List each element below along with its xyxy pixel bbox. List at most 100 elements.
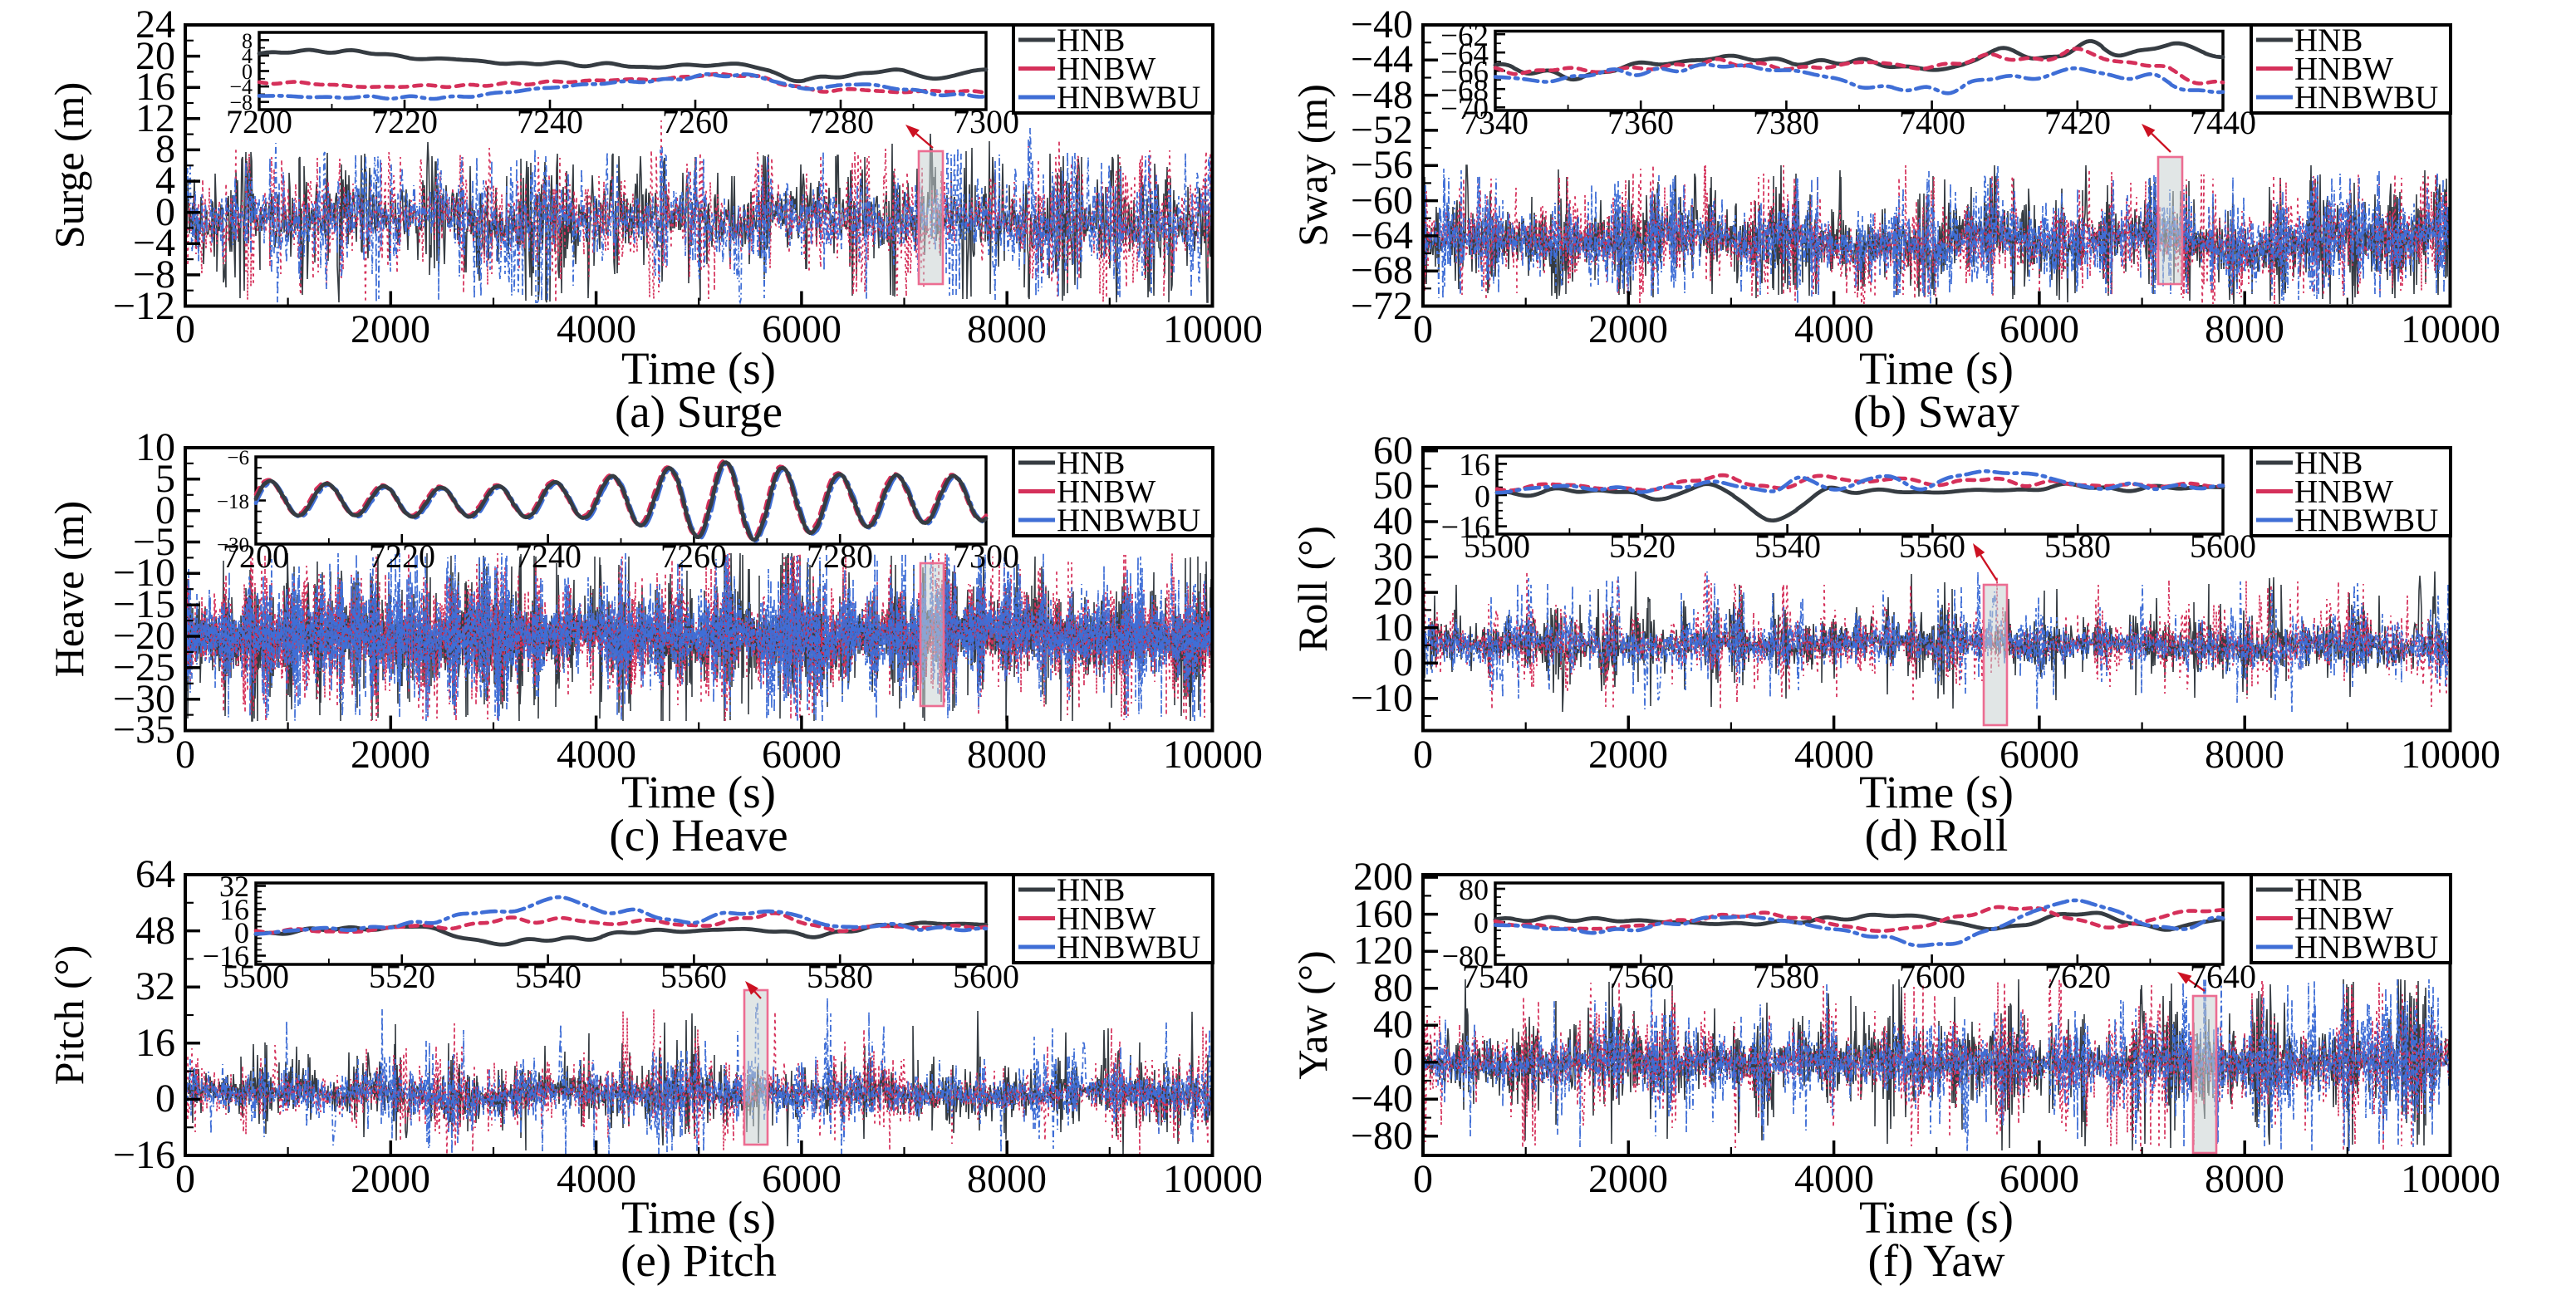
svg-text:10000: 10000 <box>2401 733 2500 777</box>
svg-text:HNB: HNB <box>1057 872 1125 908</box>
svg-text:6000: 6000 <box>1999 307 2079 351</box>
svg-text:4000: 4000 <box>1794 733 1874 777</box>
svg-text:7220: 7220 <box>369 537 435 575</box>
svg-text:6000: 6000 <box>1999 733 2079 777</box>
svg-text:0: 0 <box>242 60 253 84</box>
svg-text:4000: 4000 <box>1794 307 1874 351</box>
svg-text:5600: 5600 <box>2190 527 2256 565</box>
svg-text:7260: 7260 <box>660 537 727 575</box>
svg-text:50: 50 <box>1373 464 1413 508</box>
svg-text:60: 60 <box>1373 429 1413 473</box>
svg-text:2000: 2000 <box>1588 307 1668 351</box>
svg-text:8000: 8000 <box>967 733 1047 777</box>
svg-text:7280: 7280 <box>807 537 873 575</box>
svg-text:0: 0 <box>1393 640 1413 684</box>
svg-text:−20: −20 <box>113 614 175 658</box>
svg-text:−10: −10 <box>1351 676 1413 720</box>
svg-text:Time (s): Time (s) <box>1859 767 2014 817</box>
svg-text:−60: −60 <box>1351 179 1413 223</box>
svg-text:−4: −4 <box>133 221 175 265</box>
svg-text:7440: 7440 <box>2190 104 2256 141</box>
svg-text:160: 160 <box>1353 892 1413 936</box>
svg-text:HNBWBU: HNBWBU <box>2294 929 2438 965</box>
svg-text:0: 0 <box>1474 479 1490 514</box>
svg-text:5520: 5520 <box>369 958 435 995</box>
svg-text:40: 40 <box>1373 499 1413 543</box>
svg-text:7640: 7640 <box>2190 958 2256 995</box>
svg-text:4000: 4000 <box>1794 1157 1874 1201</box>
svg-text:5520: 5520 <box>1609 527 1676 565</box>
svg-text:5: 5 <box>155 457 175 501</box>
svg-text:0: 0 <box>1413 1157 1433 1201</box>
svg-text:7600: 7600 <box>1899 958 1965 995</box>
svg-text:7300: 7300 <box>953 103 1019 140</box>
svg-text:5600: 5600 <box>953 958 1019 995</box>
svg-text:200: 200 <box>1353 855 1413 899</box>
svg-text:Time (s): Time (s) <box>1859 1192 2014 1243</box>
svg-text:10000: 10000 <box>1163 307 1263 351</box>
svg-text:−5: −5 <box>133 520 175 564</box>
svg-text:Time (s): Time (s) <box>621 767 776 817</box>
svg-text:10000: 10000 <box>1163 1157 1263 1201</box>
svg-text:48: 48 <box>135 909 175 953</box>
svg-text:5500: 5500 <box>223 958 289 995</box>
svg-text:(f) Yaw: (f) Yaw <box>1868 1235 2005 1286</box>
svg-text:(d) Roll: (d) Roll <box>1865 810 2009 861</box>
svg-text:30: 30 <box>1373 535 1413 579</box>
svg-text:8: 8 <box>242 29 253 53</box>
svg-text:4000: 4000 <box>557 733 636 777</box>
svg-text:7200: 7200 <box>223 537 289 575</box>
svg-text:7540: 7540 <box>1462 958 1528 995</box>
svg-text:HNBWBU: HNBWBU <box>2294 503 2438 538</box>
svg-text:HNBW: HNBW <box>2294 901 2393 937</box>
svg-text:0: 0 <box>175 307 195 351</box>
svg-text:32: 32 <box>135 964 175 1008</box>
svg-text:10000: 10000 <box>2401 307 2500 351</box>
svg-text:−64: −64 <box>1440 37 1489 71</box>
svg-text:HNBW: HNBW <box>1057 901 1156 937</box>
svg-text:7360: 7360 <box>1607 104 1674 141</box>
svg-text:Time (s): Time (s) <box>621 343 776 394</box>
svg-text:−30: −30 <box>217 534 249 557</box>
svg-text:12: 12 <box>135 96 175 140</box>
svg-text:−66: −66 <box>1440 56 1489 90</box>
svg-text:7240: 7240 <box>515 537 581 575</box>
svg-text:HNB: HNB <box>1057 22 1125 58</box>
svg-text:−15: −15 <box>113 582 175 626</box>
svg-text:7580: 7580 <box>1753 958 1819 995</box>
svg-text:0: 0 <box>175 1157 195 1201</box>
svg-text:0: 0 <box>234 916 249 949</box>
svg-text:8000: 8000 <box>2205 1157 2284 1201</box>
svg-text:HNBW: HNBW <box>1057 474 1156 510</box>
svg-text:4000: 4000 <box>557 307 636 351</box>
svg-text:8000: 8000 <box>967 307 1047 351</box>
svg-text:−40: −40 <box>1351 1077 1413 1121</box>
svg-text:64: 64 <box>135 852 175 896</box>
svg-text:0: 0 <box>155 1077 175 1121</box>
svg-text:7200: 7200 <box>226 103 292 140</box>
svg-text:10: 10 <box>1373 606 1413 650</box>
svg-text:0: 0 <box>155 190 175 234</box>
svg-text:7420: 7420 <box>2044 104 2111 141</box>
svg-text:−56: −56 <box>1351 143 1413 187</box>
svg-text:(c) Heave: (c) Heave <box>609 810 788 861</box>
svg-text:10: 10 <box>135 425 175 469</box>
svg-text:40: 40 <box>1373 1003 1413 1047</box>
svg-text:HNB: HNB <box>2294 22 2363 58</box>
svg-text:HNB: HNB <box>2294 445 2363 481</box>
svg-text:−35: −35 <box>113 708 175 752</box>
svg-text:24: 24 <box>135 2 175 47</box>
svg-text:0: 0 <box>175 733 195 777</box>
svg-text:HNBWBU: HNBWBU <box>2294 80 2438 115</box>
svg-text:Roll (°): Roll (°) <box>1289 526 1336 652</box>
svg-text:−72: −72 <box>1351 284 1413 328</box>
svg-text:Pitch (°): Pitch (°) <box>46 945 92 1086</box>
svg-text:7400: 7400 <box>1899 104 1965 141</box>
svg-text:20: 20 <box>135 34 175 78</box>
svg-text:32: 32 <box>219 870 249 903</box>
svg-text:80: 80 <box>1373 966 1413 1010</box>
svg-text:HNBWBU: HNBWBU <box>1057 80 1200 115</box>
svg-text:Heave (m): Heave (m) <box>46 501 92 677</box>
svg-text:−68: −68 <box>1440 74 1489 108</box>
svg-text:7240: 7240 <box>517 103 583 140</box>
